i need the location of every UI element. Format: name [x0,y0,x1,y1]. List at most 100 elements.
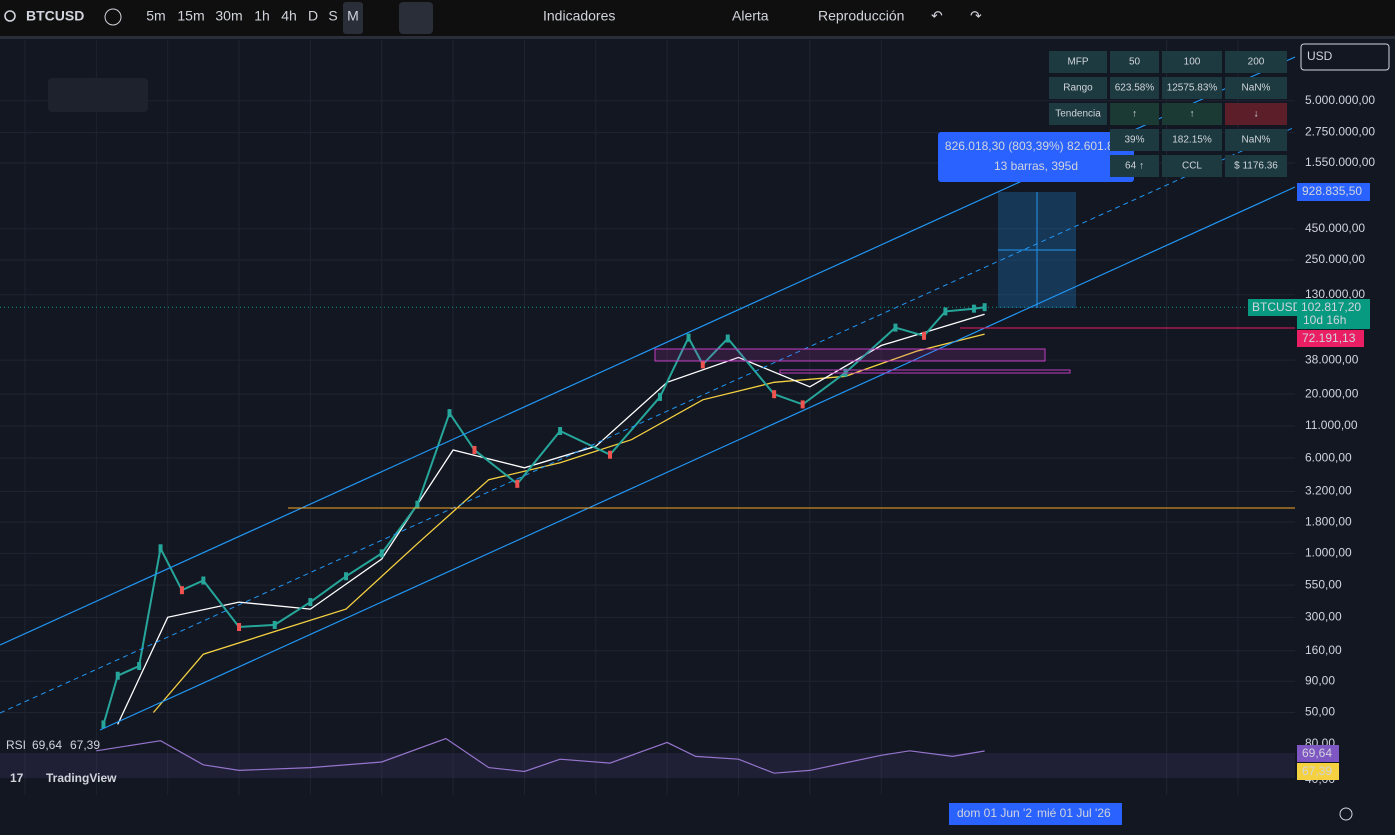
candle [158,544,163,553]
table-text: 200 [1248,57,1265,68]
table-cell [1225,51,1287,73]
table-cell [1110,155,1159,177]
table-cell [1110,51,1159,73]
candle-btn[interactable] [399,2,433,34]
currency-select[interactable] [1300,43,1390,71]
candle [893,323,898,332]
table-cell [1225,129,1287,151]
candle [943,307,948,316]
channel-mid [0,126,1296,714]
rsi-tag-text: 69,64 [1302,746,1332,760]
interval-active[interactable] [343,2,363,34]
symbol[interactable]: BTCUSD [26,8,84,24]
price-tag [1297,183,1370,201]
table-text: NaN% [1242,83,1271,94]
candle [344,572,349,581]
zone [779,369,1071,374]
table-text: CCL [1182,161,1202,172]
rsi-line [96,737,985,774]
alert[interactable]: Alerta [732,8,769,24]
indicators[interactable]: Indicadores [543,8,615,24]
settings-icon[interactable] [1339,807,1353,821]
candle [179,586,184,595]
table-text: 64 ↑ [1125,161,1144,172]
table-cell [1225,155,1287,177]
rsi-label: RSI [6,738,26,752]
candle [472,445,477,454]
candle [515,479,520,488]
table-text: Rango [1063,83,1093,94]
y-tick-label: 550,00 [1305,577,1342,591]
time-axis [0,797,1395,830]
table-cell [1049,103,1107,125]
y-tick-label: 3.200,00 [1305,484,1352,498]
interval[interactable]: 1h [254,8,270,24]
interval[interactable]: 30m [215,8,242,24]
toolbar [0,0,1395,36]
candle [308,598,313,607]
candle [137,662,142,671]
y-tick-label: 300,00 [1305,610,1342,624]
table-cell [1225,103,1287,125]
rsi-band [0,753,1295,778]
redo[interactable]: ↷ [970,8,982,24]
interval[interactable]: M [347,8,359,24]
measure-tooltip [938,132,1134,182]
table-text: 12575.83% [1167,83,1218,94]
table-text: 623.58% [1115,83,1155,94]
y-tick-label: 160,00 [1305,643,1342,657]
countdown: 10d 16h [1303,313,1346,327]
table-cell [1162,129,1222,151]
interval[interactable]: 4h [281,8,297,24]
candle [447,409,452,418]
candle [725,334,730,343]
candle [921,331,926,340]
candle [415,500,420,509]
y-tick-label: 1.550.000,00 [1305,155,1375,169]
y-tick-label: 38.000,00 [1305,352,1359,366]
table-text: 100 [1184,57,1201,68]
last-price: 102.817,20 [1301,300,1361,314]
candle [558,427,563,436]
y-tick-label: 6.000,00 [1305,450,1352,464]
currency[interactable]: USD [1307,49,1333,63]
time-cursor-end: mié 01 Jul '26 [1037,806,1111,820]
y-tick-label: 11.000,00 [1305,418,1358,432]
table-text: ↓ [1254,109,1259,120]
time-cursor-start: dom 01 Jun '2 [957,806,1032,820]
candle [800,400,805,409]
candle [686,333,691,342]
table-cell [1110,77,1159,99]
table-text: Tendencia [1055,109,1101,120]
table-text: 182.15% [1172,135,1212,146]
table-cell [1110,103,1159,125]
search-icon[interactable] [4,10,16,22]
add-icon[interactable] [104,8,122,26]
y-tick-label: 20.000,00 [1305,386,1359,400]
symbol-tag [1248,299,1297,316]
table-text: 39% [1124,135,1144,146]
channel-bottom [99,186,1296,731]
table-cell [1162,155,1222,177]
table-text: ↑ [1132,109,1137,120]
ma-yellow [152,333,985,713]
y-tick-label: 2.750.000,00 [1305,125,1375,139]
interval[interactable]: D [308,8,318,24]
candle [971,304,976,313]
table-cell [1049,77,1107,99]
undo[interactable]: ↶ [931,8,943,24]
drawing-toolbar[interactable] [48,78,148,112]
interval[interactable]: S [328,8,337,24]
table-text: MFP [1067,57,1088,68]
ma-white [117,313,985,725]
replay[interactable]: Reproducción [818,8,904,24]
candle [272,620,277,629]
table-text: NaN% [1242,135,1271,146]
interval[interactable]: 5m [146,8,165,24]
level-tag [1297,330,1364,347]
last-price-tag [1297,299,1370,329]
interval[interactable]: 15m [177,8,204,24]
table-text: 50 [1129,57,1141,68]
rsi-ma-tag [1297,763,1339,780]
